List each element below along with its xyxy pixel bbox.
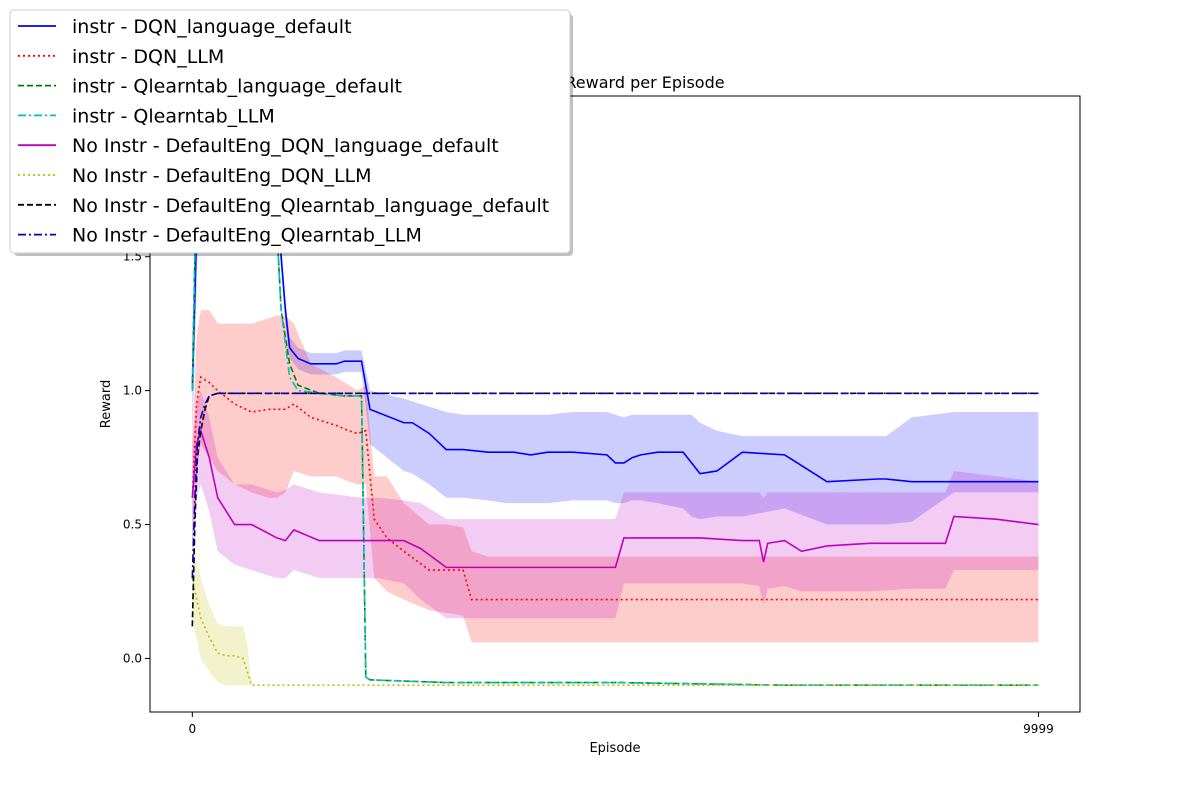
legend-label-5: No Instr - DefaultEng_DQN_LLM xyxy=(72,165,372,187)
legend-item-4: No Instr - DefaultEng_DQN_language_defau… xyxy=(18,135,499,157)
series-line-7 xyxy=(191,392,1039,579)
legend-label-0: instr - DQN_language_default xyxy=(72,16,352,38)
x-axis: 0 9999 xyxy=(188,712,1054,736)
legend-item-0: instr - DQN_language_default xyxy=(18,16,352,38)
legend-item-5: No Instr - DefaultEng_DQN_LLM xyxy=(18,165,372,187)
y-axis: 0.00.51.01.5 xyxy=(123,250,150,665)
legend-label-6: No Instr - DefaultEng_Qlearntab_language… xyxy=(72,195,549,217)
series-line-5 xyxy=(191,577,1039,687)
plot-frame xyxy=(149,95,1081,713)
x-tick-label-1: 9999 xyxy=(1023,722,1054,736)
x-tick-label-0: 0 xyxy=(188,722,196,736)
legend-label-3: instr - Qlearntab_LLM xyxy=(72,105,275,127)
legend-label-4: No Instr - DefaultEng_DQN_language_defau… xyxy=(72,135,499,157)
y-tick-label-0: 0.0 xyxy=(123,651,142,665)
series-band-4 xyxy=(192,390,1039,619)
legend-item-7: No Instr - DefaultEng_Qlearntab_LLM xyxy=(18,225,422,247)
x-axis-label: Episode xyxy=(589,741,640,756)
legend-item-6: No Instr - DefaultEng_Qlearntab_language… xyxy=(18,195,549,217)
y-axis-label: Reward xyxy=(99,380,114,428)
y-tick-label-2: 1.0 xyxy=(123,384,142,398)
legend-item-1: instr - DQN_LLM xyxy=(18,46,224,68)
legend-item-2: instr - Qlearntab_language_default xyxy=(18,76,402,98)
series-line-0 xyxy=(191,121,1039,483)
series-band-0 xyxy=(192,109,1039,525)
series-lines xyxy=(191,121,1039,687)
series-line-4 xyxy=(191,428,1039,569)
y-tick-label-1: 0.5 xyxy=(123,518,142,532)
legend-label-2: instr - Qlearntab_language_default xyxy=(72,76,402,98)
series-band-1 xyxy=(192,310,1039,643)
legend-item-3: instr - Qlearntab_LLM xyxy=(18,105,275,127)
legend-label-1: instr - DQN_LLM xyxy=(72,46,224,68)
legend-label-7: No Instr - DefaultEng_Qlearntab_LLM xyxy=(72,225,422,247)
chart-title: Reward per Episode xyxy=(565,73,724,92)
confidence-bands xyxy=(192,109,1039,686)
legend-box xyxy=(9,9,571,254)
